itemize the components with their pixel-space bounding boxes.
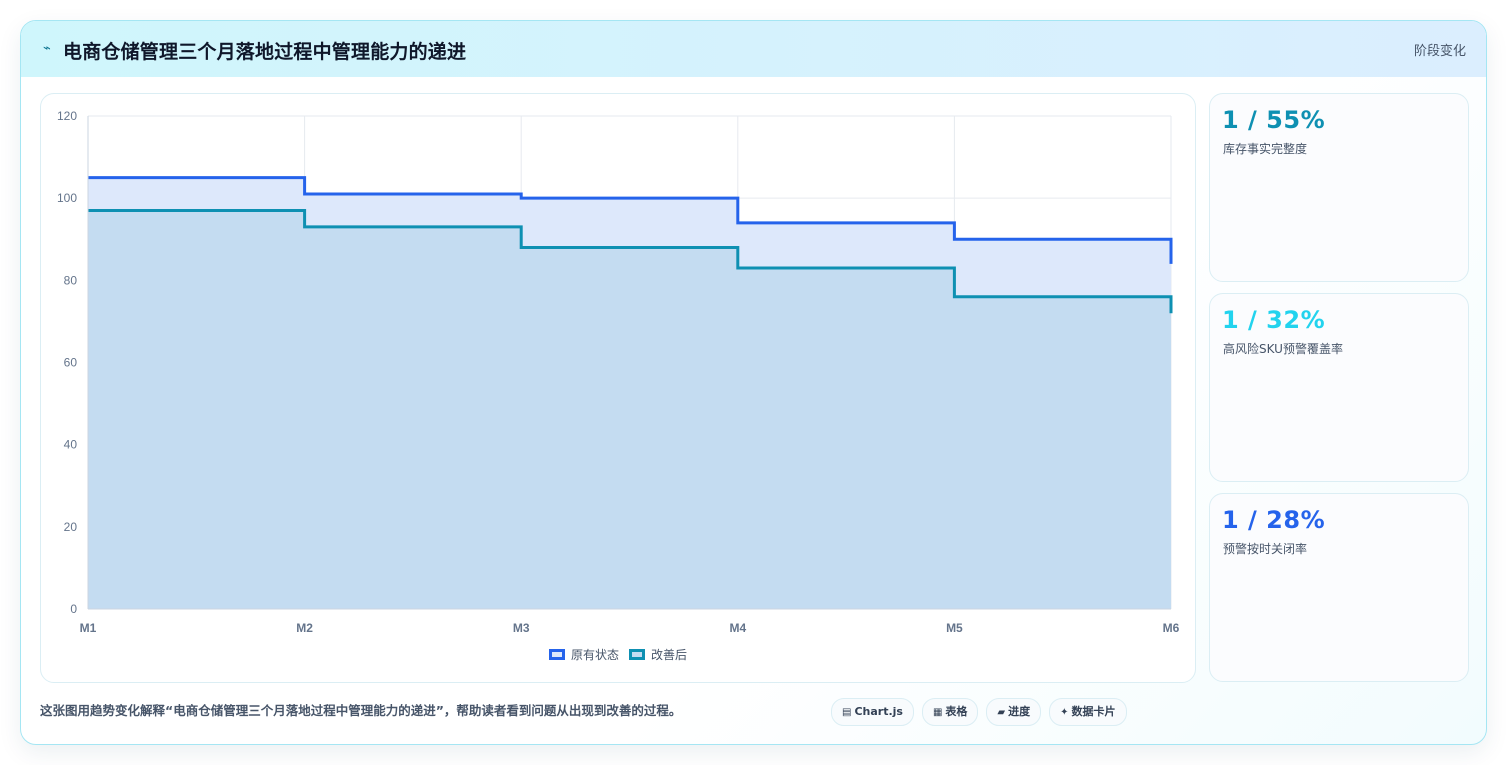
chip-progress[interactable]: ▰ 进度	[986, 698, 1042, 726]
chip-label: 进度	[1008, 705, 1031, 718]
legend-item[interactable]: 改善后	[629, 646, 687, 663]
legend-label: 改善后	[651, 648, 688, 662]
series-line-1	[88, 176, 1173, 264]
card-header: ⌁ 电商仓储管理三个月落地过程中管理能力的递进 阶段变化	[21, 21, 1486, 77]
step-area-chart: 0 20 40 60 80 100 120 M1 M2 M3 M4 M5 M6	[57, 109, 1180, 635]
dashboard-card: ⌁ 电商仓储管理三个月落地过程中管理能力的递进 阶段变化 0 20 40 60 80 10…	[20, 20, 1487, 745]
stat-label: 预警按时关闭率	[1223, 542, 1308, 556]
y-tick-label: 40	[64, 438, 78, 452]
chartjs-icon: ▤	[842, 707, 852, 718]
chip-row: ▤ Chart.js ▦ 表格 ▰ 进度 ✦ 数据卡片	[831, 698, 1127, 726]
data-card-icon: ✦	[1060, 707, 1069, 718]
x-tick-label: M4	[729, 621, 746, 635]
y-tick-label: 20	[64, 520, 78, 534]
chip-table[interactable]: ▦ 表格	[921, 698, 979, 726]
legend-label: 原有状态	[570, 648, 619, 662]
stat-card-coverage: 1 / 32% 高风险SKU预警覆盖率	[1209, 293, 1469, 482]
stat-label: 库存事实完整度	[1223, 142, 1308, 156]
x-tick-label: M1	[80, 621, 97, 635]
x-tick-label: M3	[513, 621, 530, 635]
table-icon: ▦	[932, 707, 943, 718]
progress-icon: ▰	[997, 707, 1006, 718]
chart-legend: 原有状态 改善后	[41, 646, 1195, 663]
chip-data-card[interactable]: ✦ 数据卡片	[1049, 698, 1127, 726]
stage-tag: 阶段变化	[1413, 44, 1466, 59]
chart-icon: ⌁	[43, 41, 51, 56]
legend-swatch	[548, 649, 565, 660]
stat-value: 1 / 55%	[1222, 106, 1326, 134]
x-tick-label: M6	[1163, 621, 1180, 635]
chart-panel: 0 20 40 60 80 100 120 M1 M2 M3 M4 M5 M6 原有状态 改善后	[40, 93, 1196, 683]
stat-card-closure: 1 / 28% 预警按时关闭率	[1209, 493, 1469, 682]
x-tick-label: M2	[296, 621, 313, 635]
legend-item[interactable]: 原有状态	[548, 646, 619, 663]
series-area-2	[88, 210, 1171, 609]
stat-card-inventory: 1 / 55% 库存事实完整度	[1209, 93, 1469, 282]
chip-label: Chart.js	[854, 705, 903, 718]
stat-value: 1 / 32%	[1222, 306, 1326, 334]
x-tick-label: M5	[946, 621, 963, 635]
page-title: 电商仓储管理三个月落地过程中管理能力的递进	[63, 41, 467, 63]
y-tick-label: 100	[57, 191, 77, 205]
series-line-2	[88, 208, 1173, 314]
legend-swatch	[629, 649, 645, 660]
chip-label: 数据卡片	[1071, 705, 1116, 718]
y-tick-label: 120	[57, 109, 77, 123]
stat-label: 高风险SKU预警覆盖率	[1223, 342, 1343, 356]
chip-chartjs[interactable]: ▤ Chart.js	[831, 698, 914, 726]
y-tick-label: 80	[64, 273, 78, 287]
stat-value: 1 / 28%	[1222, 506, 1326, 534]
y-tick-label: 0	[70, 602, 77, 616]
y-tick-label: 60	[64, 356, 78, 370]
chart-description: 这张图用趋势变化解释“电商仓储管理三个月落地过程中管理能力的递进”，帮助读者看到…	[40, 703, 682, 718]
chip-label: 表格	[945, 705, 968, 718]
